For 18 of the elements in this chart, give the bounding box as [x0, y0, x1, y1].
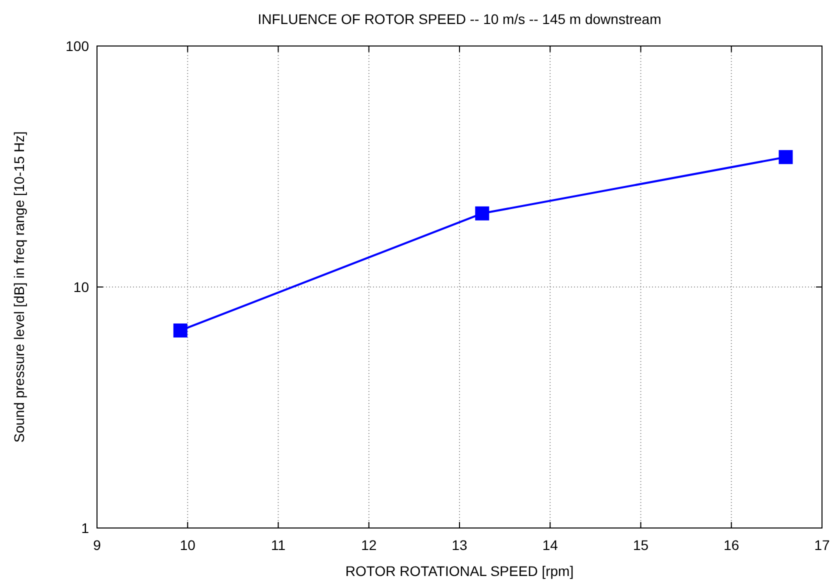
x-tick-label: 15	[632, 537, 649, 553]
y-tick-label: 100	[66, 38, 90, 54]
x-tick-label: 11	[270, 537, 286, 553]
x-tick-label: 13	[452, 537, 468, 553]
chart-title: INFLUENCE OF ROTOR SPEED -- 10 m/s -- 145 m downstream	[258, 11, 662, 27]
y-tick-label: 10	[73, 279, 90, 295]
x-tick-label: 9	[93, 537, 102, 553]
x-tick-label: 17	[814, 537, 830, 553]
x-tick-label: 12	[361, 537, 377, 553]
y-axis-title: Sound pressure level [dB] in freq range [10-15 Hz]	[11, 131, 27, 443]
x-tick-label: 14	[542, 537, 558, 553]
y-tick-label: 1	[81, 520, 90, 536]
point	[475, 206, 490, 220]
point	[778, 150, 793, 164]
point	[173, 323, 188, 338]
x-tick-label: 10	[180, 537, 196, 553]
x-tick-label: 16	[724, 537, 740, 553]
x-axis-title: ROTOR ROTATIONAL SPEED [rpm]	[345, 563, 574, 579]
